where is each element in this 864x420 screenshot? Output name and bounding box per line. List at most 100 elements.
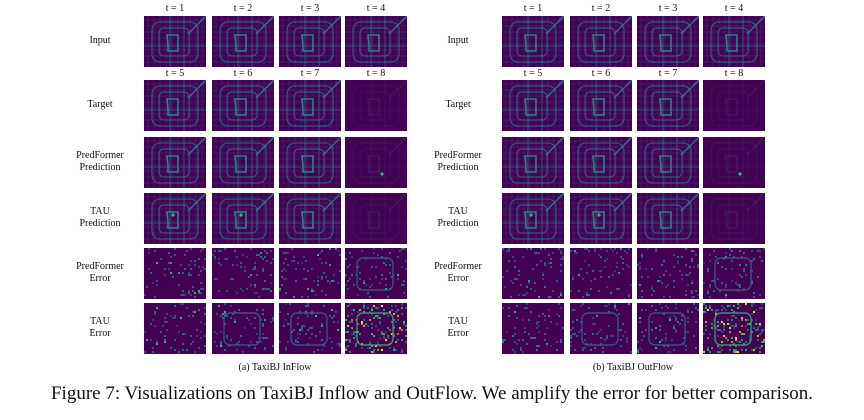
heatmap-input-t3 bbox=[637, 16, 699, 67]
row-label-line: PredFormer bbox=[76, 150, 124, 161]
heatmap-tau-pred-t6 bbox=[570, 193, 632, 244]
heatmap-input-t3 bbox=[279, 16, 341, 67]
time-label: t = 2 bbox=[591, 3, 611, 14]
time-label: t = 2 bbox=[233, 3, 253, 14]
row-label-line: Error bbox=[89, 273, 111, 284]
heatmap-input-t2 bbox=[212, 16, 274, 67]
heatmap-tau-error-t5 bbox=[144, 303, 206, 354]
time-label: t = 1 bbox=[523, 3, 543, 14]
row-label-target: Target bbox=[418, 99, 498, 111]
heatmap-target-t7 bbox=[279, 80, 341, 131]
heatmap-target-t8 bbox=[703, 80, 765, 131]
heatmap-tau-pred-t8 bbox=[345, 193, 407, 244]
row-label-predformer-error: PredFormer Error bbox=[60, 261, 140, 285]
heatmap-predformer-pred-t7 bbox=[637, 137, 699, 188]
row-label-line: Prediction bbox=[437, 218, 479, 229]
heatmap-predformer-error-t7 bbox=[279, 248, 341, 299]
figure-caption: Figure 7: Visualizations on TaxiBJ Inflo… bbox=[50, 383, 813, 404]
time-label: t = 7 bbox=[658, 68, 678, 79]
subcaption: (b) TaxiBJ OutFlow bbox=[592, 362, 674, 373]
heatmap-tau-error-t8 bbox=[703, 303, 765, 354]
time-label: t = 8 bbox=[366, 68, 386, 79]
heatmap-input-t1 bbox=[144, 16, 206, 67]
time-label: t = 5 bbox=[523, 68, 543, 79]
heatmap-predformer-pred-t6 bbox=[212, 137, 274, 188]
heatmap-tau-error-t6 bbox=[212, 303, 274, 354]
time-label: t = 1 bbox=[165, 3, 185, 14]
heatmap-predformer-error-t7 bbox=[637, 248, 699, 299]
heatmap-target-t8 bbox=[345, 80, 407, 131]
row-label-tau-error: TAU Error bbox=[60, 316, 140, 340]
heatmap-tau-pred-t7 bbox=[637, 193, 699, 244]
heatmap-tau-pred-t5 bbox=[144, 193, 206, 244]
heatmap-predformer-error-t8 bbox=[703, 248, 765, 299]
row-label-line: Input bbox=[89, 35, 111, 46]
time-label: t = 6 bbox=[233, 68, 253, 79]
panel-inflow: t = 1 t = 2 t = 3 t = 4 t = 5 t = 6 t = 7 t = 8… bbox=[0, 0, 410, 380]
heatmap-tau-error-t8 bbox=[345, 303, 407, 354]
heatmap-input-t1 bbox=[502, 16, 564, 67]
heatmap-predformer-pred-t8 bbox=[703, 137, 765, 188]
time-label: t = 3 bbox=[300, 3, 320, 14]
time-label: t = 4 bbox=[366, 3, 386, 14]
time-label: t = 6 bbox=[591, 68, 611, 79]
row-label-line: Error bbox=[447, 328, 469, 339]
row-label-line: PredFormer bbox=[76, 261, 124, 272]
heatmap-input-t4 bbox=[703, 16, 765, 67]
time-label: t = 4 bbox=[724, 3, 744, 14]
row-label-predformer-error: PredFormer Error bbox=[418, 261, 498, 285]
row-label-line: Prediction bbox=[79, 218, 121, 229]
row-label-predformer-pred: PredFormer Prediction bbox=[60, 150, 140, 174]
heatmap-predformer-error-t5 bbox=[502, 248, 564, 299]
heatmap-tau-error-t7 bbox=[637, 303, 699, 354]
heatmap-predformer-error-t6 bbox=[570, 248, 632, 299]
heatmap-target-t5 bbox=[502, 80, 564, 131]
row-label-line: Error bbox=[447, 273, 469, 284]
heatmap-tau-pred-t5 bbox=[502, 193, 564, 244]
heatmap-target-t5 bbox=[144, 80, 206, 131]
heatmap-predformer-error-t5 bbox=[144, 248, 206, 299]
heatmap-predformer-pred-t7 bbox=[279, 137, 341, 188]
row-label-tau-pred: TAU Prediction bbox=[60, 206, 140, 230]
row-label-line: Target bbox=[445, 99, 471, 110]
row-label-line: Target bbox=[87, 99, 113, 110]
row-label-tau-error: TAU Error bbox=[418, 316, 498, 340]
heatmap-predformer-pred-t8 bbox=[345, 137, 407, 188]
heatmap-target-t6 bbox=[212, 80, 274, 131]
row-label-tau-pred: TAU Prediction bbox=[418, 206, 498, 230]
heatmap-target-t6 bbox=[570, 80, 632, 131]
row-label-line: Prediction bbox=[79, 162, 121, 173]
heatmap-tau-error-t6 bbox=[570, 303, 632, 354]
time-label: t = 5 bbox=[165, 68, 185, 79]
row-label-line: TAU bbox=[448, 206, 468, 217]
row-label-line: TAU bbox=[90, 316, 110, 327]
heatmap-tau-error-t7 bbox=[279, 303, 341, 354]
row-label-target: Target bbox=[60, 99, 140, 111]
heatmap-predformer-error-t8 bbox=[345, 248, 407, 299]
row-label-predformer-pred: PredFormer Prediction bbox=[418, 150, 498, 174]
row-label-line: PredFormer bbox=[434, 261, 482, 272]
heatmap-input-t2 bbox=[570, 16, 632, 67]
row-label-line: Error bbox=[89, 328, 111, 339]
heatmap-predformer-pred-t5 bbox=[144, 137, 206, 188]
row-label-input: Input bbox=[418, 35, 498, 47]
heatmap-input-t4 bbox=[345, 16, 407, 67]
heatmap-target-t7 bbox=[637, 80, 699, 131]
row-label-line: Input bbox=[447, 35, 469, 46]
heatmap-tau-pred-t7 bbox=[279, 193, 341, 244]
time-label: t = 8 bbox=[724, 68, 744, 79]
heatmap-predformer-pred-t5 bbox=[502, 137, 564, 188]
subcaption: (a) TaxiBJ InFlow bbox=[238, 362, 312, 373]
row-label-input: Input bbox=[60, 35, 140, 47]
row-label-line: Prediction bbox=[437, 162, 479, 173]
heatmap-predformer-error-t6 bbox=[212, 248, 274, 299]
time-label: t = 3 bbox=[658, 3, 678, 14]
panel-outflow: t = 1 t = 2 t = 3 t = 4 t = 5 t = 6 t = 7 t = 8… bbox=[358, 0, 768, 380]
time-label: t = 7 bbox=[300, 68, 320, 79]
heatmap-tau-pred-t6 bbox=[212, 193, 274, 244]
row-label-line: PredFormer bbox=[434, 150, 482, 161]
row-label-line: TAU bbox=[90, 206, 110, 217]
heatmap-tau-error-t5 bbox=[502, 303, 564, 354]
row-label-line: TAU bbox=[448, 316, 468, 327]
heatmap-predformer-pred-t6 bbox=[570, 137, 632, 188]
